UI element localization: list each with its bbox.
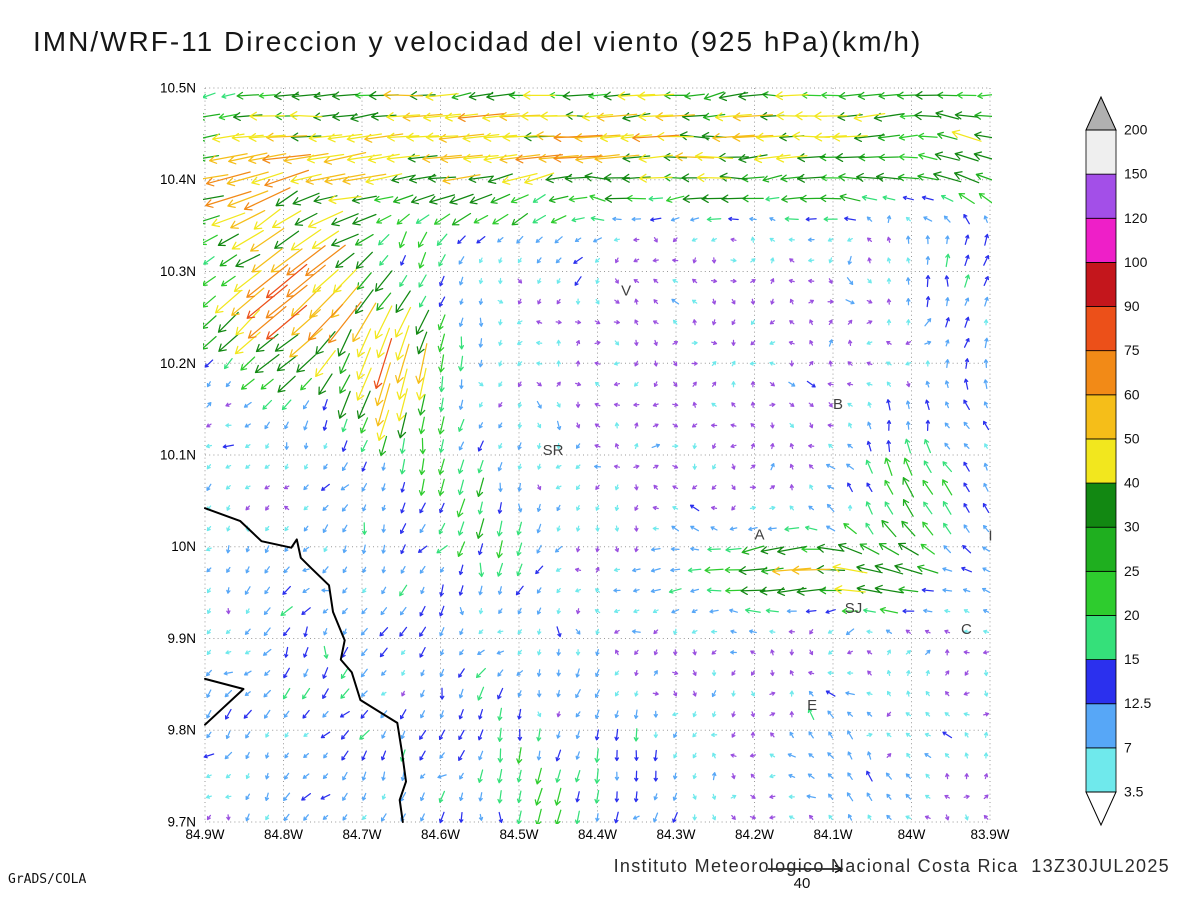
x-tick-label: 84.7W bbox=[342, 827, 381, 842]
colorbar-over-triangle bbox=[1085, 95, 1117, 131]
station-label-A: A bbox=[755, 526, 765, 543]
colorbar-label: 30 bbox=[1124, 519, 1140, 535]
station-label-V: V bbox=[621, 282, 631, 299]
colorbar-label: 75 bbox=[1124, 342, 1140, 358]
colorbar-label: 60 bbox=[1124, 386, 1140, 402]
reference-vector-label: 40 bbox=[794, 875, 811, 892]
y-tick-label: 10.3N bbox=[160, 264, 196, 279]
colorbar-label: 7 bbox=[1124, 739, 1132, 755]
station-label-E: E bbox=[807, 697, 817, 714]
station-label-I: I bbox=[988, 527, 992, 544]
chart-title: IMN/WRF-11 Direccion y velocidad del vie… bbox=[33, 26, 923, 57]
colorbar bbox=[1085, 95, 1117, 827]
station-label-SR: SR bbox=[543, 442, 564, 459]
y-tick-label: 9.8N bbox=[167, 723, 196, 738]
colorbar-under-triangle bbox=[1085, 791, 1117, 827]
x-tick-label: 84.2W bbox=[735, 827, 774, 842]
y-tick-label: 9.9N bbox=[167, 631, 196, 646]
x-tick-label: 84W bbox=[898, 827, 926, 842]
y-tick-label: 10.5N bbox=[160, 81, 196, 96]
colorbar-label: 50 bbox=[1124, 430, 1140, 446]
colorbar-label: 100 bbox=[1124, 254, 1148, 270]
colorbar-label: 90 bbox=[1124, 298, 1140, 314]
colorbar-label: 120 bbox=[1124, 210, 1148, 226]
station-label-SJ: SJ bbox=[845, 600, 863, 617]
x-tick-label: 84.4W bbox=[578, 827, 617, 842]
colorbar-label: 25 bbox=[1124, 563, 1140, 579]
colorbar-label: 20 bbox=[1124, 607, 1140, 623]
y-tick-label: 10.2N bbox=[160, 356, 196, 371]
colorbar-label: 150 bbox=[1124, 166, 1148, 182]
x-tick-label: 84.5W bbox=[499, 827, 538, 842]
wind-vectors bbox=[203, 90, 992, 824]
colorbar-label: 15 bbox=[1124, 651, 1140, 667]
y-tick-label: 10N bbox=[171, 539, 196, 554]
colorbar-labels: 3.5 7 12.5 15 20 25 30 40 50 60 75 90 100 120 150 200 bbox=[1124, 122, 1151, 800]
colorbar-label: 200 bbox=[1124, 122, 1148, 138]
station-labels: V B SR A SJ C E I bbox=[543, 282, 993, 714]
x-tick-label: 84.9W bbox=[185, 827, 224, 842]
footer-institute: Instituto Meteorologico Nacional Costa R… bbox=[613, 856, 1170, 876]
coastline bbox=[204, 507, 407, 823]
colorbar-label: 3.5 bbox=[1124, 784, 1144, 800]
reference-vector: 40 bbox=[768, 864, 844, 892]
y-tick-label: 10.4N bbox=[160, 172, 196, 187]
x-tick-label: 83.9W bbox=[970, 827, 1009, 842]
x-tick-label: 84.8W bbox=[264, 827, 303, 842]
x-tick-label: 84.1W bbox=[813, 827, 852, 842]
x-tick-label: 84.3W bbox=[656, 827, 695, 842]
station-label-B: B bbox=[833, 396, 843, 413]
axis-tick-labels: 84.9W 84.8W 84.7W 84.6W 84.5W 84.4W 84.3W 84.2W… bbox=[160, 81, 1010, 843]
y-tick-label: 9.7N bbox=[167, 815, 196, 830]
x-tick-label: 84.6W bbox=[421, 827, 460, 842]
colorbar-label: 12.5 bbox=[1124, 695, 1151, 711]
grads-credit: GrADS/COLA bbox=[8, 872, 87, 887]
station-label-C: C bbox=[961, 621, 972, 638]
y-tick-label: 10.1N bbox=[160, 448, 196, 463]
colorbar-label: 40 bbox=[1124, 475, 1140, 491]
